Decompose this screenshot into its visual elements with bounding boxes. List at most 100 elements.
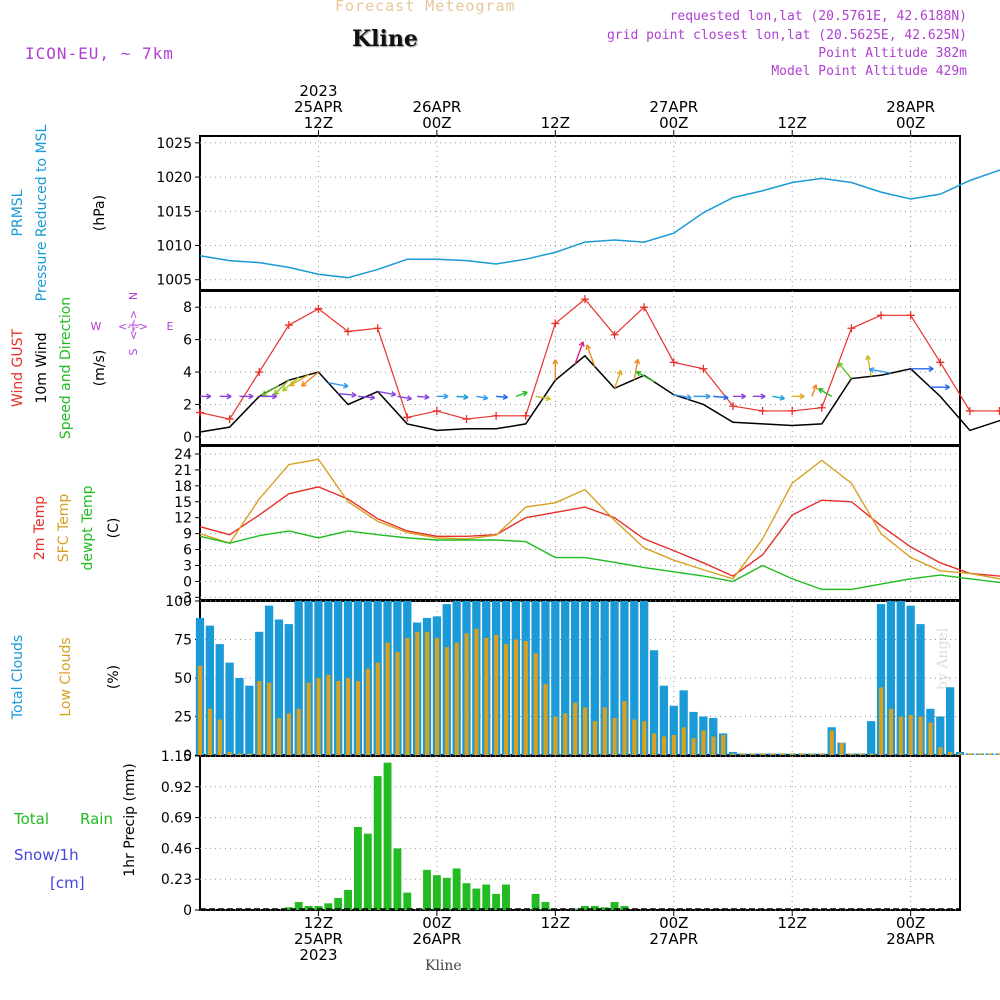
low-cloud-bar [602, 707, 607, 755]
wind-arrow-head [502, 394, 508, 401]
wind-gust-point [492, 411, 501, 420]
pressure-label-1: PRMSL [10, 189, 26, 236]
wind-gust-point [640, 303, 649, 312]
low-cloud-bar [474, 628, 479, 755]
bottom-time-label: 2023 [299, 946, 337, 964]
low-cloud-bar [533, 653, 538, 755]
low-cloud-bar [592, 721, 597, 755]
compass-w: W [91, 320, 102, 333]
wind-arrow [261, 384, 280, 396]
wind-label-3: Speed and Direction [58, 297, 74, 439]
rain-bar [432, 875, 441, 910]
wind-arrow-head [552, 359, 559, 365]
wind-arrow [866, 355, 872, 377]
low-cloud-bar [829, 730, 834, 755]
pressure-label-2: Pressure Reduced to MSL [34, 124, 50, 301]
series-temp-line-2 [199, 530, 1000, 591]
low-cloud-bar [948, 751, 953, 755]
low-cloud-bar [780, 753, 785, 755]
wind-gust-point [847, 324, 856, 333]
wind-arrow-head [248, 393, 254, 400]
rain-bar [324, 903, 333, 910]
low-cloud-bar [849, 753, 854, 755]
y-tick-label: 6 [183, 543, 192, 559]
wind-arrow-head [281, 386, 288, 392]
low-cloud-bar [731, 753, 736, 755]
wind-arrow [574, 341, 584, 365]
total-cloud-bar [916, 624, 925, 755]
wind-arrow-head [585, 344, 592, 351]
wind-gust-point [432, 406, 441, 415]
low-cloud-bar [582, 707, 588, 755]
top-time-label: 25APR [294, 98, 343, 116]
wind-gust-point [551, 319, 560, 328]
wind-arrow-head [837, 361, 843, 368]
rain-bar [304, 905, 313, 910]
rain-bar [580, 905, 589, 910]
series-wind-gust-line [199, 298, 1000, 420]
model-altitude: Model Point Altitude 429m [771, 64, 967, 79]
wind-arrow-head [261, 390, 268, 397]
wind-arrow [613, 370, 622, 389]
low-cloud-bar [701, 730, 706, 755]
total-cloud-bar [235, 678, 244, 755]
bottom-time-label: 00Z [659, 914, 688, 932]
total-cloud-bar [906, 605, 915, 755]
wind-arrow [586, 344, 596, 367]
top-time-label: 12Z [778, 114, 807, 132]
y-tick-label: 12 [174, 511, 192, 527]
low-cloud-bar [355, 681, 361, 755]
wind-arrow-head [289, 380, 295, 387]
bottom-time-label: 27APR [649, 930, 698, 948]
top-time-label: 27APR [649, 98, 698, 116]
wind-gust-point [373, 324, 382, 333]
low-cloud-bar [415, 631, 420, 755]
y-tick-label: -3 [178, 590, 192, 606]
panel-0: 1005 1010 1015 1020 1025 [156, 135, 961, 291]
wind-arrow-head [616, 369, 623, 376]
low-cloud-bar [869, 753, 874, 755]
low-cloud-bar [879, 687, 884, 755]
bottom-time-label: 26APR [412, 930, 461, 948]
wind-arrow-head [424, 394, 430, 401]
wind-gust-point [462, 415, 471, 424]
y-tick-label: 15 [174, 495, 192, 511]
rain-bar [502, 884, 510, 910]
bottom-time-label: 25APR [294, 930, 343, 948]
wind-arrow-head [522, 390, 528, 397]
y-tick-label: 0 [183, 748, 192, 764]
y-tick-label: 18 [174, 479, 192, 495]
low-cloud-bar [296, 708, 301, 755]
low-cloud-bar [721, 734, 726, 755]
panel-4: 0 0.23 0.46 0.69 0.92 1.15 [161, 749, 961, 919]
low-cloud-bar [691, 738, 696, 755]
low-cloud-bar [711, 736, 716, 755]
low-cloud-bar [770, 753, 775, 755]
precip-total-label: Total [13, 810, 49, 828]
y-tick-label: 2 [183, 397, 192, 413]
low-cloud-bar [434, 637, 440, 755]
bottom-time-label: 12Z [541, 914, 570, 932]
wind-arrow-head [686, 394, 692, 401]
grid-point-coords: grid point closest lon,lat (20.5625E, 42… [606, 28, 967, 43]
wind-arrow-head [723, 394, 729, 401]
total-cloud-bar [945, 687, 955, 755]
rain-bar [294, 901, 303, 910]
wind-arrow [496, 395, 508, 399]
wind-arrow-head [206, 393, 212, 400]
compass-n: N [127, 292, 140, 300]
series-10m-wind-line [199, 354, 1000, 433]
low-cloud-bar [671, 734, 676, 755]
bottom-time-label: 12Z [304, 914, 333, 932]
panel-frame [199, 290, 961, 446]
total-cloud-bar [570, 601, 580, 755]
precip-rain-label: Rain [80, 810, 113, 828]
top-time-label: 2023 [299, 82, 337, 100]
low-cloud-bar [405, 637, 410, 755]
total-cloud-bar [353, 601, 363, 755]
bottom-time-label: 00Z [422, 914, 451, 932]
total-cloud-bar [225, 662, 234, 755]
rain-bar [373, 776, 382, 910]
